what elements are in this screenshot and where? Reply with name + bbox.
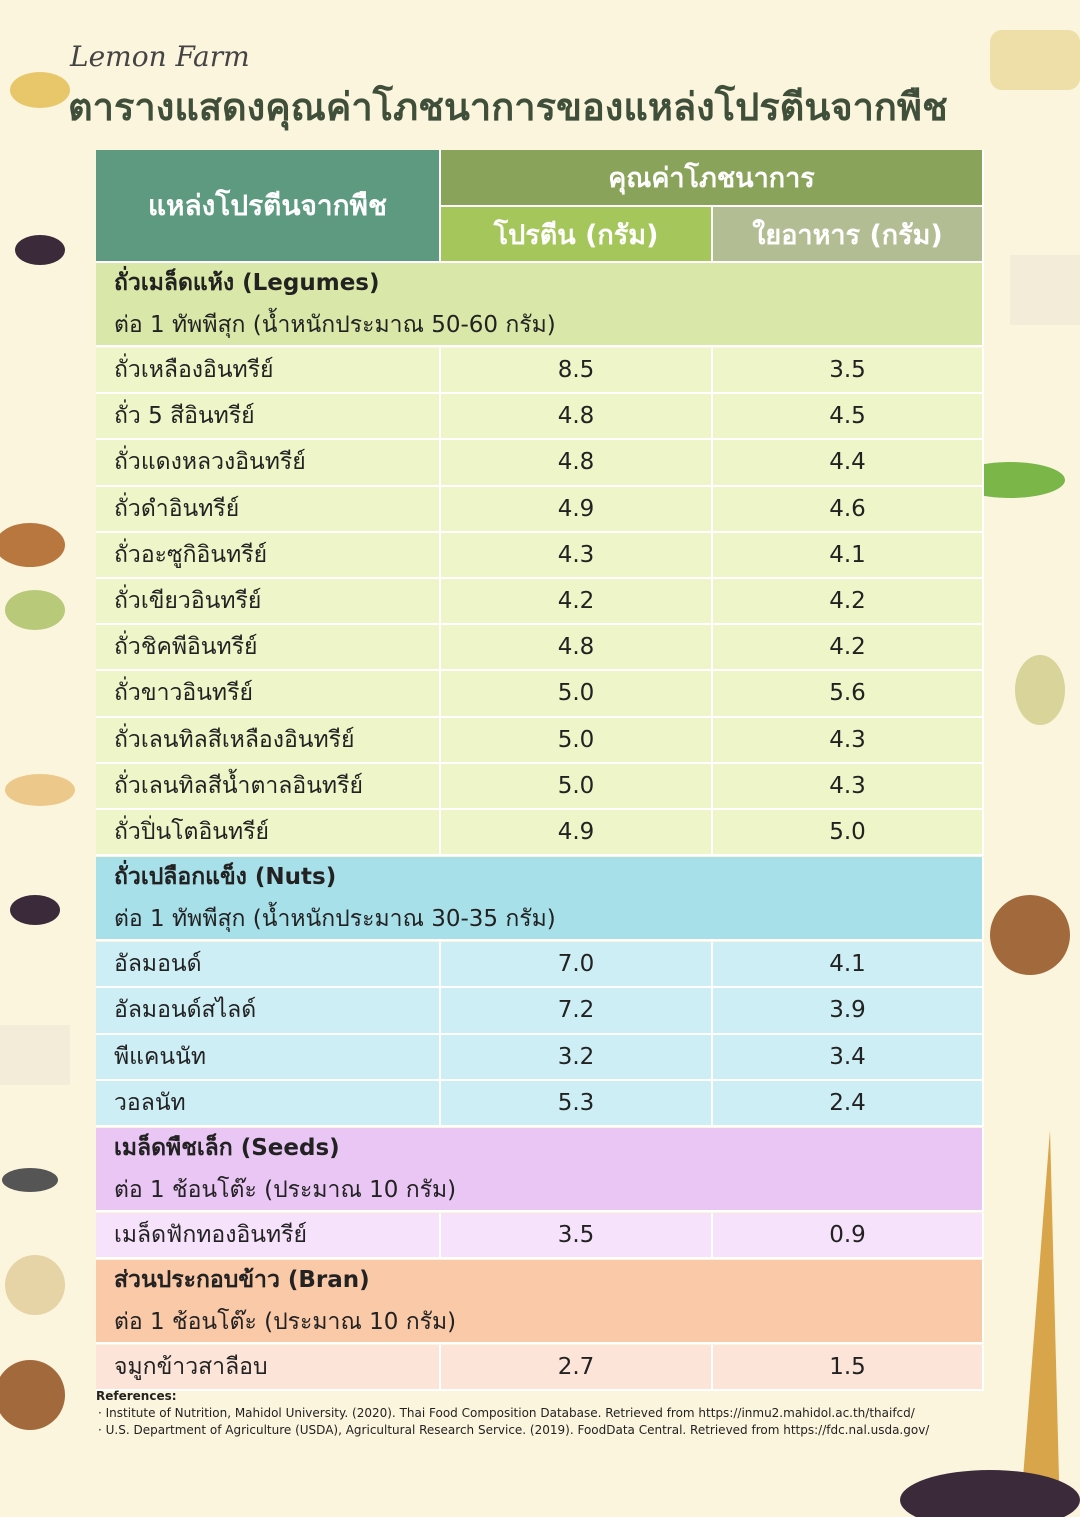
value-cell: 5.3 [441, 1080, 713, 1127]
value-cell: 3.2 [441, 1034, 713, 1081]
value-cell: 4.2 [441, 579, 713, 626]
wheat [1020, 1130, 1060, 1517]
name-cell: อัลมอนด์ [96, 942, 441, 989]
name-cell: ถั่วปิ่นโตอินทรีย์ [96, 810, 441, 857]
value-cell: 4.9 [441, 810, 713, 857]
black-bean [10, 895, 60, 925]
name-cell: ถั่วดำอินทรีย์ [96, 486, 441, 533]
reference-item: · Institute of Nutrition, Mahidol Univer… [98, 1406, 915, 1420]
value-cell: 5.0 [441, 763, 713, 810]
pistachio [5, 590, 65, 630]
name-cell: อัลมอนด์สไลด์ [96, 988, 441, 1035]
name-cell: จมูกข้าวสาลีอบ [96, 1345, 441, 1392]
tofu [1010, 255, 1080, 325]
section-title: ถั่วเมล็ดแห้ง (Legumes) [114, 270, 380, 296]
value-cell: 3.5 [441, 1213, 713, 1260]
value-cell: 2.4 [713, 1080, 984, 1127]
value-cell: 5.6 [713, 671, 984, 718]
reference-item: · U.S. Department of Agriculture (USDA),… [98, 1423, 930, 1437]
title: ตารางแสดงคุณค่าโภชนาการของแหล่งโปรตีนจาก… [68, 85, 948, 129]
value-cell: 4.6 [713, 486, 984, 533]
name-cell: ถั่วเลนทิลสีเหลืองอินทรีย์ [96, 717, 441, 764]
value-cell: 3.5 [713, 348, 984, 395]
references-heading: References: [96, 1389, 177, 1403]
value-cell: 5.0 [441, 671, 713, 718]
value-cell: 4.8 [441, 440, 713, 487]
value-cell: 5.0 [441, 717, 713, 764]
value-cell: 4.4 [713, 440, 984, 487]
sesame [5, 1255, 65, 1315]
section-header: ส่วนประกอบข้าว (Bran) ต่อ 1 ช้อนโต๊ะ (ประ… [96, 1260, 984, 1345]
name-cell: ถั่วชิคพีอินทรีย์ [96, 625, 441, 672]
cashew [5, 774, 75, 806]
brand: Lemon Farm [70, 40, 250, 73]
value-cell: 4.8 [441, 625, 713, 672]
tempeh [990, 30, 1080, 90]
value-cell: 4.3 [713, 763, 984, 810]
soybean [10, 72, 70, 108]
section-header: ถั่วเมล็ดแห้ง (Legumes) ต่อ 1 ทัพพีสุก (น… [96, 263, 984, 347]
value-cell: 4.2 [713, 579, 984, 626]
section-title: ถั่วเปลือกแข็ง (Nuts) [114, 864, 337, 891]
name-cell: ถั่วอะซูกิอินทรีย์ [96, 532, 441, 579]
tofu [0, 1025, 70, 1085]
section-note: ต่อ 1 ช้อนโต๊ะ (ประมาณ 10 กรัม) [114, 1177, 457, 1203]
value-cell: 4.5 [713, 394, 984, 441]
section-note: ต่อ 1 ทัพพีสุก (น้ำหนักประมาณ 30-35 กรัม… [114, 906, 556, 933]
value-cell: 0.9 [713, 1213, 984, 1260]
section-note: ต่อ 1 ทัพพีสุก (น้ำหนักประมาณ 50-60 กรัม… [114, 312, 556, 338]
name-cell: ถั่วเลนทิลสีน้ำตาลอินทรีย์ [96, 763, 441, 810]
sunflower-seed [2, 1168, 58, 1192]
value-cell: 4.8 [441, 394, 713, 441]
almond [0, 523, 65, 567]
pumpkin-seed [1015, 655, 1065, 725]
references: References: · Institute of Nutrition, Mah… [96, 1388, 929, 1439]
section-header: ถั่วเปลือกแข็ง (Nuts) ต่อ 1 ทัพพีสุก (น้ำ… [96, 857, 984, 942]
value-cell: 2.7 [441, 1345, 713, 1392]
section-header: เมล็ดพืชเล็ก (Seeds) ต่อ 1 ช้อนโต๊ะ (ประม… [96, 1128, 984, 1212]
name-cell: ถั่ว 5 สีอินทรีย์ [96, 394, 441, 441]
header-group: คุณค่าโภชนาการ [441, 150, 984, 207]
name-cell: ถั่วขาวอินทรีย์ [96, 671, 441, 718]
value-cell: 4.2 [713, 625, 984, 672]
value-cell: 5.0 [713, 810, 984, 857]
rice [900, 1470, 1080, 1517]
value-cell: 8.5 [441, 348, 713, 395]
section-title: ส่วนประกอบข้าว (Bran) [114, 1267, 370, 1294]
value-cell: 3.4 [713, 1034, 984, 1081]
value-cell: 1.5 [713, 1345, 984, 1392]
header-protein: โปรตีน (กรัม) [441, 207, 713, 263]
name-cell: ถั่วเขียวอินทรีย์ [96, 579, 441, 626]
section-title: เมล็ดพืชเล็ก (Seeds) [114, 1135, 340, 1161]
value-cell: 4.3 [713, 717, 984, 764]
value-cell: 3.9 [713, 988, 984, 1035]
value-cell: 4.1 [713, 942, 984, 989]
value-cell: 4.9 [441, 486, 713, 533]
walnut [0, 1360, 65, 1430]
name-cell: ถั่วเหลืองอินทรีย์ [96, 348, 441, 395]
value-cell: 7.0 [441, 942, 713, 989]
value-cell: 4.3 [441, 532, 713, 579]
value-cell: 4.1 [713, 532, 984, 579]
name-cell: เมล็ดฟักทองอินทรีย์ [96, 1213, 441, 1260]
value-cell: 7.2 [441, 988, 713, 1035]
section-note: ต่อ 1 ช้อนโต๊ะ (ประมาณ 10 กรัม) [114, 1309, 457, 1336]
name-cell: พีแคนนัท [96, 1034, 441, 1081]
walnut [990, 895, 1070, 975]
header-fiber: ใยอาหาร (กรัม) [713, 207, 984, 263]
name-cell: ถั่วแดงหลวงอินทรีย์ [96, 440, 441, 487]
black-bean [15, 235, 65, 265]
header-source: แหล่งโปรตีนจากพืช [96, 150, 441, 263]
name-cell: วอลนัท [96, 1080, 441, 1127]
